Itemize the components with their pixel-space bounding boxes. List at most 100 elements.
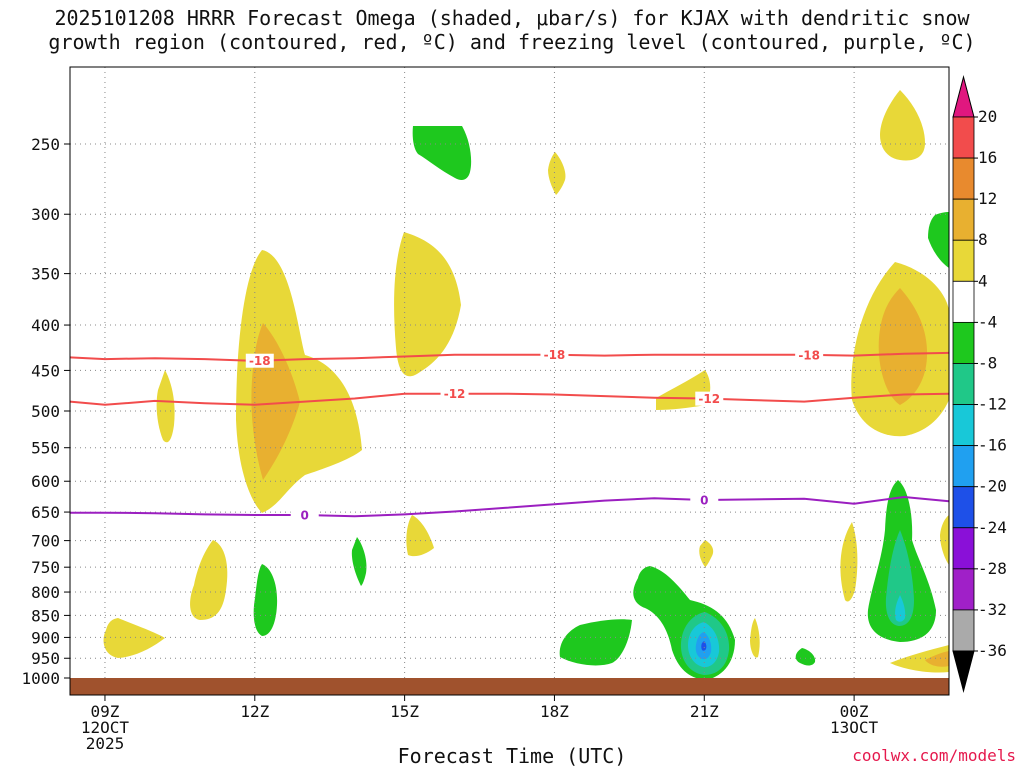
omega-region-18z-upper-yellow [548,152,566,195]
colorbar-label: 8 [978,230,988,249]
x-tick-label: 2025 [86,734,125,753]
omega-region-low-green-4 [795,648,816,666]
y-tick-label: 700 [31,532,60,551]
shaded-omega-field [103,90,949,680]
colorbar-bottom-arrow [952,650,975,693]
colorbar-label: 16 [978,148,997,167]
colorbar-label: -16 [978,436,1007,455]
y-tick-label: 450 [31,361,60,380]
contour-label: -12 [698,392,720,406]
x-tick-label: 18Z [540,702,569,721]
colorbar-label: 12 [978,189,997,208]
contour-label: -12 [444,387,466,401]
omega-region-low-green-2 [351,537,367,586]
colorbar-label: -12 [978,395,1007,414]
y-tick-label: 600 [31,472,60,491]
contour-line [69,392,950,406]
omega-region-00z-orange [878,288,928,405]
omega-region-low-yellow-7 [940,515,949,565]
colorbar-swatch [952,321,975,364]
colorbar-swatch [952,116,975,159]
chart-title: 2025101208 HRRR Forecast Omega (shaded, … [0,6,1024,54]
colorbar-swatch [952,280,975,323]
x-tick-label: 21Z [690,702,719,721]
contour-label: 0 [700,494,708,508]
omega-region-15z-upper-green [412,126,472,180]
contour-label-bg [290,508,319,523]
contour-line [70,495,950,518]
contour-label-bg [795,347,824,362]
omega-region-low-yellow-2 [103,618,165,658]
colorbar-label: -8 [978,353,997,372]
contour-label-bg [695,391,724,406]
colorbar-swatch [952,609,975,652]
source-credit: coolwx.com/models [852,746,1016,765]
colorbar-label: -28 [978,559,1007,578]
chart-title-line2: growth region (contoured, red, ºC) and f… [48,30,976,54]
y-tick-label: 900 [31,628,60,647]
colorbar-top-arrow [952,75,975,118]
colorbar-swatch [952,486,975,529]
contour-label: -18 [544,348,566,362]
omega-region-15z-yellow [394,232,461,377]
y-tick-label: 250 [31,135,60,154]
omega-colorbar: 20 16 12 8 4 -4 -8 -12 -16 -20 -24 -28 -32 -36 [952,75,1007,693]
colorbar-swatch [952,445,975,488]
contour-label: 0 [301,509,309,523]
omega-region-low-orange-8 [925,651,949,667]
contour-label-bg [245,353,274,368]
colorbar-label: -4 [978,312,997,331]
omega-region-09z-yellow-mid [156,370,175,443]
omega-region-low-yellow-3 [406,515,434,557]
omega-region-low-yellow-5 [840,522,858,602]
y-tick-label: 1000 [21,669,60,688]
temperature-contours: -18 -18 -18 -12 -12 0 0 [69,347,950,523]
x-tick-label: 00Z [840,702,869,721]
colorbar-label: -36 [978,641,1007,660]
colorbar-label: -24 [978,518,1007,537]
contour-label-bg [540,347,569,362]
omega-region-00z-teal [885,530,914,626]
colorbar-label: 20 [978,107,997,126]
omega-region-low-green-3 [559,619,632,666]
y-tick-label: 400 [31,316,60,335]
contour-label: -18 [798,348,820,362]
contour-label: -18 [249,354,271,368]
ground-surface [70,678,949,695]
y-tick-label: 300 [31,205,60,224]
colorbar-swatch [952,527,975,570]
x-tick-label: 12Z [240,702,269,721]
x-tick-label: 12OCT [81,718,130,737]
plot-frame [69,66,950,696]
omega-region-low-yellow-6 [750,618,760,658]
colorbar-swatch [952,239,975,282]
y-tick-label: 850 [31,606,60,625]
omega-region-00z-cyan [895,595,906,622]
x-axis-label: Forecast Time (UTC) [397,744,627,768]
y-tick-label: 750 [31,558,60,577]
omega-region-low-yellow-4 [699,540,714,567]
colorbar-label: -32 [978,600,1007,619]
y-tick-label: 550 [31,439,60,458]
x-tick-label: 13OCT [830,718,879,737]
colorbar-label: -20 [978,477,1007,496]
y-tick-label: 800 [31,583,60,602]
x-tick-label: 09Z [91,702,120,721]
y-tick-label: 650 [31,503,60,522]
y-tick-label: 500 [31,402,60,421]
contour-label-bg [690,493,719,508]
x-tick-label: 15Z [390,702,419,721]
y-tick-label: 950 [31,649,60,668]
y-tick-label: 350 [31,265,60,284]
colorbar-swatch [952,363,975,405]
colorbar-label: 4 [978,271,988,290]
omega-region-21z-core [701,641,707,651]
omega-region-top-right-yellow [880,90,925,161]
colorbar-swatch [952,198,975,241]
omega-region-low-green-1 [253,564,278,636]
contour-label-bg [440,386,469,401]
colorbar-swatch [952,404,975,447]
chart-title-line1: 2025101208 HRRR Forecast Omega (shaded, … [54,6,970,30]
